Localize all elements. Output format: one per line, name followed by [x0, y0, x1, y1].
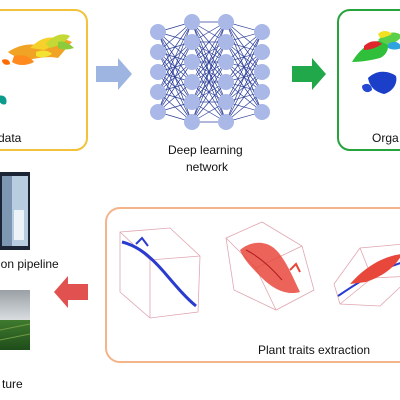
network-neuron	[254, 84, 270, 100]
network-neuron	[218, 34, 234, 50]
traits-frame	[105, 207, 400, 363]
network-neuron	[150, 84, 166, 100]
network-neuron	[218, 114, 234, 130]
network-edge	[191, 41, 227, 123]
trait-box-combined	[333, 243, 400, 307]
network-edge	[191, 61, 227, 123]
network-edge	[157, 61, 193, 113]
network-neuron	[218, 54, 234, 70]
input-frame	[0, 9, 88, 151]
network-neuron	[254, 64, 270, 80]
arrow-to-output	[292, 58, 326, 90]
network-neuron	[150, 44, 166, 60]
traits-label: Plant traits extraction	[258, 343, 371, 357]
network-neuron	[218, 74, 234, 90]
trait-box-blue	[119, 227, 201, 319]
network-edge	[225, 71, 263, 123]
network-neuron	[184, 14, 200, 30]
network-label-line1: Deep learning	[168, 143, 243, 157]
input-leaf-point-cloud	[0, 34, 74, 105]
network-neuron	[184, 34, 200, 50]
network-neuron	[254, 104, 270, 120]
network-neuron	[254, 24, 270, 40]
network-edge	[157, 41, 193, 113]
pipeline-label: ion pipeline	[0, 257, 59, 271]
network-neuron	[218, 94, 234, 110]
culture-photo	[0, 290, 31, 350]
network-label-line2: network	[186, 160, 229, 174]
network-neuron	[218, 14, 234, 30]
network-neuron	[150, 64, 166, 80]
output-frame	[337, 9, 400, 151]
arrow-to-network	[96, 58, 132, 90]
network-neuron	[150, 24, 166, 40]
network-edge	[191, 21, 227, 63]
segmented-leaf-point-cloud	[352, 31, 400, 94]
network-edge	[225, 31, 263, 103]
network-edge	[225, 51, 263, 123]
network-neuron	[184, 74, 200, 90]
pipeline-photo	[0, 172, 30, 250]
network-edge	[191, 21, 227, 103]
arrow-to-culture	[54, 276, 88, 308]
deep-learning-network	[150, 14, 270, 130]
network-edge	[191, 21, 227, 83]
input-data-panel	[0, 9, 88, 151]
network-edge	[191, 81, 227, 123]
network-neuron	[184, 54, 200, 70]
network-edge	[225, 31, 263, 83]
network-edge	[157, 21, 193, 73]
input-data-label: data	[0, 131, 22, 145]
network-neuron	[184, 94, 200, 110]
network-neuron	[254, 44, 270, 60]
traits-panel	[105, 207, 400, 363]
organ-output-panel	[337, 9, 400, 151]
organ-output-label: Orga	[372, 131, 399, 145]
network-edge	[157, 21, 193, 93]
network-neuron	[184, 114, 200, 130]
culture-label: ture	[2, 377, 23, 391]
trait-box-red	[225, 221, 315, 311]
network-neuron	[150, 104, 166, 120]
